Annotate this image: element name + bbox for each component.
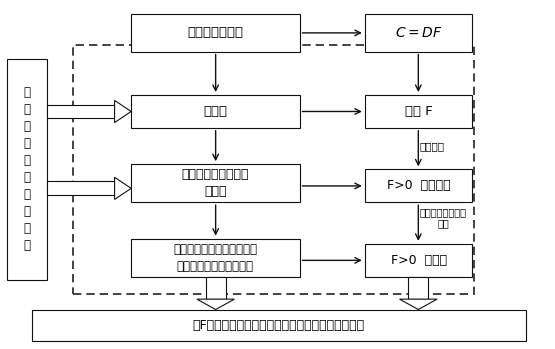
Polygon shape xyxy=(114,177,131,199)
Text: 解F满足推力构形、控制精度、燃料消耗等综合约束: 解F满足推力构形、控制精度、燃料消耗等综合约束 xyxy=(193,319,365,332)
Text: 姿
轨
一
体
推
力
分
配
算
法: 姿 轨 一 体 推 力 分 配 算 法 xyxy=(23,86,31,252)
FancyBboxPatch shape xyxy=(206,277,225,299)
FancyBboxPatch shape xyxy=(131,164,300,202)
Text: 伪逆法: 伪逆法 xyxy=(203,105,228,118)
FancyBboxPatch shape xyxy=(365,169,472,202)
Polygon shape xyxy=(114,101,131,122)
Text: 推力器安装布局: 推力器安装布局 xyxy=(188,27,244,39)
FancyBboxPatch shape xyxy=(131,14,300,52)
FancyBboxPatch shape xyxy=(47,181,114,195)
FancyBboxPatch shape xyxy=(7,59,47,280)
Text: 初解 F: 初解 F xyxy=(405,105,432,118)
FancyBboxPatch shape xyxy=(131,239,300,277)
FancyBboxPatch shape xyxy=(131,95,300,128)
FancyBboxPatch shape xyxy=(32,310,526,341)
FancyBboxPatch shape xyxy=(365,95,472,128)
Text: $C = DF$: $C = DF$ xyxy=(395,26,442,40)
Polygon shape xyxy=(197,299,234,310)
FancyBboxPatch shape xyxy=(365,14,472,52)
Polygon shape xyxy=(400,299,437,310)
Text: 推力分配优化指标
设计: 推力分配优化指标 设计 xyxy=(420,207,467,229)
Text: F>0  且唯一: F>0 且唯一 xyxy=(391,254,447,267)
Text: 正负分组: 正负分组 xyxy=(420,141,445,151)
Text: F>0  但不唯一: F>0 但不唯一 xyxy=(387,179,451,192)
Text: 基于链式分配的修正
伪逆法: 基于链式分配的修正 伪逆法 xyxy=(181,168,249,198)
Text: 基于推力器构形和控制精度
的推力二次分配优化算法: 基于推力器构形和控制精度 的推力二次分配优化算法 xyxy=(173,243,258,273)
FancyBboxPatch shape xyxy=(365,244,472,277)
FancyBboxPatch shape xyxy=(47,105,114,118)
FancyBboxPatch shape xyxy=(408,277,428,299)
